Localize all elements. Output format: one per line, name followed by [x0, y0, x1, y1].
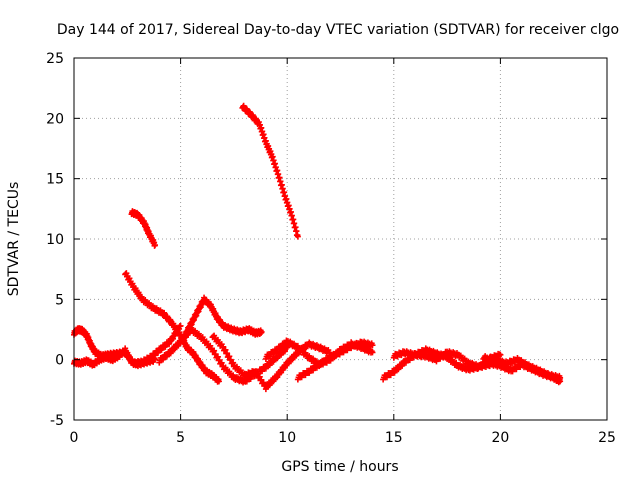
data-point — [294, 233, 301, 240]
data-point — [215, 378, 222, 385]
y-tick-label: 20 — [46, 111, 64, 127]
y-tick-label: 0 — [55, 353, 64, 369]
y-tick-label: 25 — [46, 51, 64, 67]
y-tick-label: -5 — [50, 413, 64, 429]
axis-ticks — [73, 57, 608, 421]
x-tick-label: 10 — [278, 430, 296, 446]
data-point — [258, 328, 265, 335]
data-point — [369, 349, 376, 356]
x-tick-label: 5 — [176, 430, 185, 446]
chart-title: Day 144 of 2017, Sidereal Day-to-day VTE… — [57, 22, 619, 38]
data-point — [497, 351, 504, 358]
data-point — [369, 342, 376, 349]
y-tick-label: 5 — [55, 292, 64, 308]
data-point — [152, 242, 159, 249]
x-tick-label: 0 — [70, 430, 79, 446]
x-tick-label: 20 — [491, 430, 509, 446]
data-point — [152, 356, 159, 363]
data-points — [71, 102, 564, 393]
y-tick-labels: -5 0 5 10 15 20 25 — [46, 51, 64, 429]
y-tick-label: 15 — [46, 172, 64, 188]
data-point — [557, 374, 564, 381]
y-tick-label: 10 — [46, 232, 64, 248]
x-tick-label: 25 — [598, 430, 616, 446]
y-axis-label: SDTVAR / TECUs — [6, 182, 22, 297]
data-point — [177, 322, 184, 329]
x-tick-labels: 0 5 10 15 20 25 — [70, 430, 616, 446]
x-axis-label: GPS time / hours — [281, 459, 398, 475]
x-tick-label: 15 — [385, 430, 403, 446]
